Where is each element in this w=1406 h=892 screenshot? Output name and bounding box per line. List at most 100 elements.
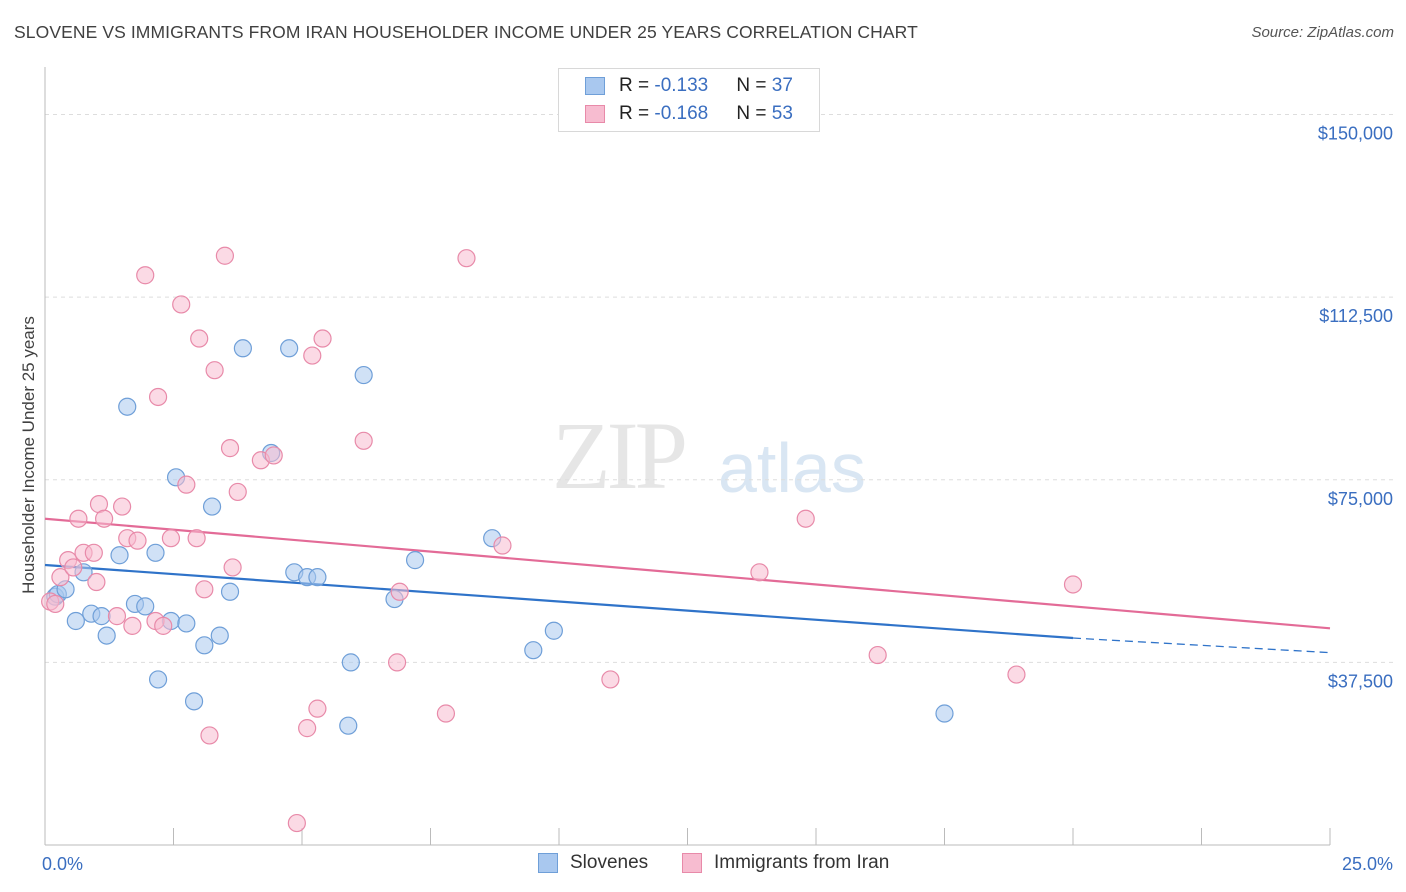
point-slovenes bbox=[280, 339, 299, 358]
point-iran bbox=[493, 536, 512, 555]
point-slovenes bbox=[177, 614, 196, 633]
point-iran bbox=[84, 543, 103, 562]
point-iran bbox=[95, 509, 114, 528]
point-iran bbox=[287, 813, 306, 833]
point-iran bbox=[87, 572, 106, 592]
series-label-iran: Immigrants from Iran bbox=[714, 852, 890, 873]
series-legend: Slovenes Immigrants from Iran bbox=[0, 852, 1406, 878]
point-iran bbox=[205, 361, 224, 380]
point-slovenes bbox=[339, 716, 358, 735]
point-slovenes bbox=[110, 546, 129, 565]
point-slovenes bbox=[118, 397, 137, 416]
point-slovenes bbox=[220, 582, 240, 601]
series-swatch-slovenes bbox=[538, 853, 558, 873]
point-slovenes bbox=[92, 607, 111, 626]
point-iran bbox=[1063, 575, 1083, 594]
point-iran bbox=[354, 431, 373, 450]
point-slovenes bbox=[233, 339, 252, 358]
point-slovenes bbox=[148, 670, 168, 689]
y-tick-label: $37,500 bbox=[1328, 671, 1393, 691]
point-iran bbox=[51, 568, 70, 587]
watermark-zip: ZIP bbox=[552, 402, 688, 509]
point-iran bbox=[223, 558, 242, 577]
point-iran bbox=[308, 699, 327, 718]
point-iran bbox=[112, 497, 132, 516]
point-slovenes bbox=[146, 543, 165, 562]
legend-r-label: R = bbox=[619, 75, 655, 96]
trend-line-slovenes-extension bbox=[1072, 637, 1331, 654]
watermark-atlas: atlas bbox=[718, 429, 866, 507]
point-iran bbox=[457, 249, 476, 268]
data-points bbox=[41, 246, 1083, 833]
legend-swatch-iran bbox=[585, 105, 605, 123]
point-iran bbox=[128, 531, 147, 550]
point-iran bbox=[601, 670, 620, 689]
point-iran bbox=[313, 329, 332, 348]
y-tick-label: $112,500 bbox=[1319, 306, 1393, 326]
series-label-slovenes: Slovenes bbox=[570, 852, 649, 873]
point-iran bbox=[69, 509, 88, 528]
trend-lines bbox=[44, 517, 1331, 654]
point-slovenes bbox=[341, 653, 360, 672]
point-slovenes bbox=[524, 641, 543, 660]
point-iran bbox=[200, 726, 219, 745]
x-tick-label: 0.0% bbox=[42, 854, 83, 874]
point-iran bbox=[64, 558, 83, 577]
point-iran bbox=[303, 346, 322, 365]
point-iran bbox=[215, 246, 234, 265]
point-iran bbox=[436, 704, 456, 723]
point-slovenes bbox=[354, 365, 373, 385]
point-slovenes bbox=[195, 636, 214, 655]
x-tick-labels: 0.0% 25.0% bbox=[42, 854, 1393, 874]
point-iran bbox=[154, 616, 173, 635]
series-swatch-iran bbox=[682, 853, 702, 873]
point-iran bbox=[1007, 665, 1026, 684]
point-iran bbox=[172, 295, 191, 314]
point-slovenes bbox=[97, 626, 116, 645]
point-iran bbox=[868, 645, 887, 665]
series-legend-iran: Immigrants from Iran bbox=[682, 852, 889, 874]
legend-n-value: 37 bbox=[771, 75, 793, 96]
point-iran bbox=[46, 594, 65, 614]
source-label: Source: ZipAtlas.com bbox=[1251, 24, 1394, 41]
point-iran bbox=[750, 563, 769, 582]
point-iran bbox=[220, 439, 240, 458]
point-iran bbox=[298, 719, 317, 738]
legend-n-label: N = bbox=[736, 103, 772, 124]
point-slovenes bbox=[544, 621, 563, 640]
point-slovenes bbox=[405, 551, 425, 570]
point-iran bbox=[195, 580, 214, 599]
point-iran bbox=[136, 266, 155, 285]
legend-swatch-slovenes bbox=[585, 77, 605, 95]
y-tick-label: $75,000 bbox=[1328, 489, 1393, 509]
point-iran bbox=[228, 482, 247, 502]
point-iran bbox=[161, 529, 181, 548]
point-slovenes bbox=[935, 704, 954, 723]
point-iran bbox=[796, 509, 815, 528]
legend-r-label: R = bbox=[619, 103, 655, 124]
point-iran bbox=[390, 582, 409, 601]
point-slovenes bbox=[136, 597, 155, 616]
y-tick-labels: $150,000 $112,500 $75,000 $37,500 bbox=[1318, 124, 1393, 692]
axes bbox=[44, 67, 1331, 846]
point-iran bbox=[177, 475, 196, 494]
point-slovenes bbox=[210, 626, 229, 645]
point-slovenes bbox=[202, 497, 222, 516]
chart-title: SLOVENE VS IMMIGRANTS FROM IRAN HOUSEHOL… bbox=[14, 22, 918, 42]
y-tick-label: $150,000 bbox=[1318, 124, 1393, 144]
y-axis-label: Householder Income Under 25 years bbox=[19, 316, 38, 594]
legend-n-value: 53 bbox=[771, 103, 793, 124]
point-iran bbox=[190, 329, 209, 348]
point-slovenes bbox=[308, 568, 327, 587]
point-iran bbox=[187, 529, 206, 548]
legend-row-iran: R = -0.168 N = 53 bbox=[585, 101, 793, 127]
trend-line-iran bbox=[44, 517, 1331, 630]
point-iran bbox=[107, 607, 127, 626]
point-iran bbox=[264, 446, 283, 465]
legend-row-slovenes: R = -0.133 N = 37 bbox=[585, 73, 793, 99]
point-slovenes bbox=[66, 611, 85, 631]
point-slovenes bbox=[184, 692, 204, 711]
point-iran bbox=[123, 616, 142, 635]
legend-r-value: -0.168 bbox=[654, 103, 709, 124]
x-tick-label: 25.0% bbox=[1342, 854, 1393, 874]
